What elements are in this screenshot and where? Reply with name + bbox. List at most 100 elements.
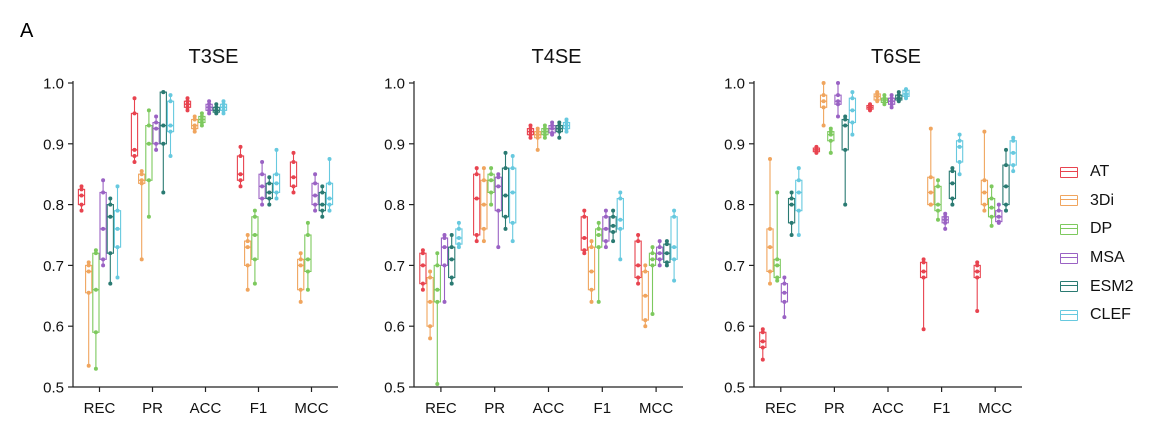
x-tick-label-pr: PR [824,400,845,417]
data-point-msa [101,190,106,195]
data-point-clef [510,190,515,195]
data-point-3di [245,245,250,250]
data-point-esm2 [108,202,113,207]
data-point-at [291,190,296,195]
data-point-dp [146,178,151,183]
data-point-3di [535,132,540,137]
data-point-dp [828,132,833,137]
data-point-esm2 [503,150,508,155]
data-point-dp [305,257,310,262]
data-point-esm2 [161,90,166,95]
data-point-msa [207,102,212,107]
data-point-3di [139,257,144,262]
data-point-esm2 [449,245,454,250]
data-point-esm2 [896,93,901,98]
data-point-msa [101,263,106,268]
legend-swatch-3di [1060,195,1078,207]
data-point-esm2 [611,229,616,234]
x-tick-label-acc: ACC [872,400,904,417]
legend-swatch-at [1060,166,1078,178]
data-point-dp [305,233,310,237]
data-point-at [528,132,533,137]
data-point-clef [957,172,962,177]
data-point-at [185,99,190,104]
data-point-clef [510,220,515,225]
data-point-clef [904,87,908,92]
box-msa [440,237,449,266]
data-point-at [185,102,190,107]
chart-title-t4se: T4SE [531,46,581,68]
data-point-clef [221,99,226,104]
data-point-msa [442,236,447,241]
data-point-clef [221,105,226,110]
box-esm2 [501,167,510,218]
data-point-esm2 [108,281,113,286]
y-tick-label: 0.7 [724,258,745,275]
data-point-dp [650,312,655,317]
data-point-msa [996,202,1001,207]
data-point-msa [996,214,1001,219]
data-point-3di [86,260,91,265]
data-point-at [760,327,765,332]
data-point-3di [821,99,826,104]
data-point-dp [596,226,601,231]
data-point-3di [821,93,826,98]
box-esm2 [106,204,114,254]
data-point-clef [672,208,677,213]
data-point-clef [850,120,855,125]
data-point-3di [768,157,772,161]
data-point-at [760,357,765,362]
data-point-dp [775,190,780,195]
data-point-clef [327,208,332,213]
data-point-esm2 [267,202,272,207]
data-point-msa [101,178,106,183]
data-point-at [921,260,926,265]
data-point-at [921,269,926,274]
data-point-clef [618,196,623,201]
data-point-msa [889,105,894,110]
legend-label-msa: MSA [1090,249,1125,267]
legend-swatch-dp [1060,223,1078,235]
data-point-esm2 [320,184,325,189]
data-point-dp [650,257,655,262]
data-point-esm2 [503,226,508,231]
data-point-msa [207,111,212,116]
data-point-clef [510,153,515,158]
data-point-at [132,147,137,152]
data-point-esm2 [557,129,562,134]
box-dp [773,258,781,279]
data-point-dp [936,202,940,207]
data-point-3di [535,135,540,140]
box-dp [92,252,100,333]
box-clef [670,216,678,260]
data-point-esm2 [664,251,669,256]
data-point-dp [936,217,940,222]
data-point-3di [928,202,933,207]
data-point-3di [768,226,772,231]
data-point-clef [618,226,623,231]
data-point-esm2 [950,166,955,171]
data-point-msa [442,245,447,250]
data-point-dp [252,214,257,219]
data-point-clef [327,157,332,161]
data-point-at [636,233,641,237]
data-point-at [528,126,533,131]
box-3di [244,240,252,266]
chart-title-t3se: T3SE [188,46,238,68]
data-point-3di [481,178,486,183]
data-point-at [132,96,137,101]
data-point-dp [775,275,780,280]
data-point-clef [115,245,120,250]
data-point-dp [542,129,547,134]
data-point-3di [643,269,648,274]
data-point-dp [252,233,257,237]
data-point-3di [245,263,250,268]
data-point-esm2 [789,190,794,195]
data-point-at [238,184,243,189]
data-point-at [474,172,479,177]
data-point-at [975,309,980,313]
data-point-msa [207,108,212,113]
data-point-clef [1011,138,1016,143]
data-point-clef [672,278,677,283]
data-point-msa [996,208,1001,213]
